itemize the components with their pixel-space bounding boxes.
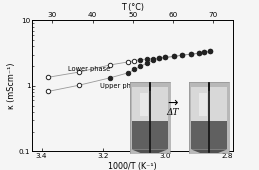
- X-axis label: 1000/T (K⁻¹): 1000/T (K⁻¹): [108, 162, 157, 170]
- Text: Lower phase: Lower phase: [68, 66, 110, 72]
- Text: →: →: [167, 96, 177, 109]
- Bar: [191, 121, 227, 149]
- Bar: [132, 121, 168, 149]
- Bar: [140, 93, 148, 116]
- Bar: [132, 87, 168, 121]
- Polygon shape: [191, 149, 227, 157]
- Bar: [199, 93, 207, 116]
- Polygon shape: [132, 149, 168, 157]
- Text: Upper phase: Upper phase: [100, 83, 143, 89]
- X-axis label: T (°C): T (°C): [121, 3, 144, 12]
- Bar: [191, 87, 227, 121]
- Y-axis label: κ (mScm⁻¹): κ (mScm⁻¹): [7, 63, 16, 109]
- Text: ΔT: ΔT: [166, 108, 178, 117]
